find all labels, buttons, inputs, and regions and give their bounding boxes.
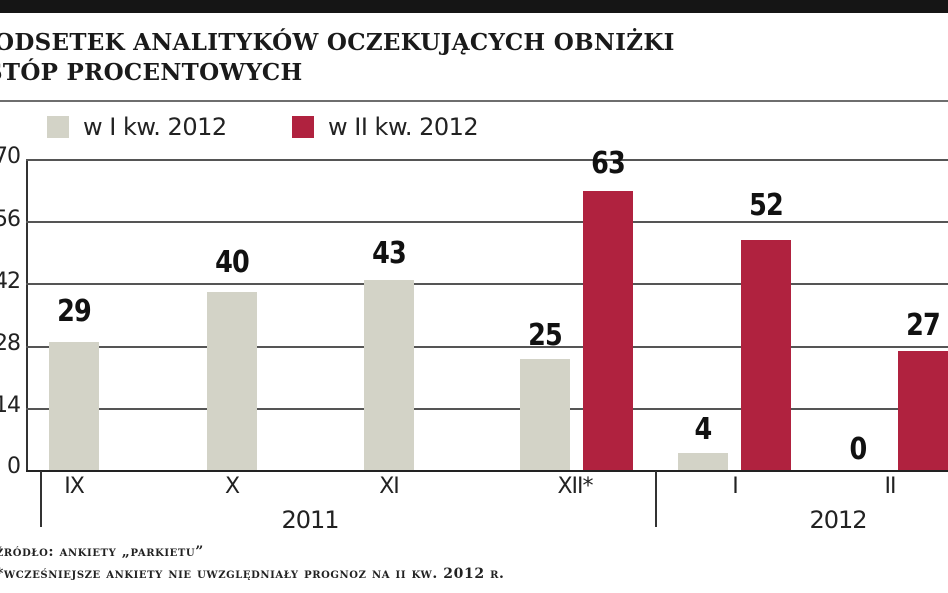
chart-title: Odsetek analityków oczekujących obniżki … bbox=[0, 28, 948, 88]
bar-label-xii-q1: 25 bbox=[528, 318, 563, 353]
y-axis-line bbox=[26, 159, 28, 471]
y-tick: 70 bbox=[0, 144, 21, 169]
x-tick-ii: II bbox=[884, 474, 897, 499]
x-tick-x: X bbox=[224, 474, 240, 499]
gridline-70 bbox=[26, 159, 948, 161]
bar-label-ix-q1: 29 bbox=[57, 294, 92, 329]
chart-title-line1: Odsetek analityków oczekujących obniżki bbox=[0, 29, 675, 56]
group-label-2011: 2011 bbox=[281, 506, 339, 534]
legend-swatch-q2 bbox=[292, 116, 314, 138]
chart-title-line2: stóp procentowych bbox=[0, 59, 303, 86]
x-tick-xii: XII* bbox=[557, 474, 593, 499]
gridline-14 bbox=[26, 408, 948, 410]
bar-label-ii-q1: 0 bbox=[849, 432, 868, 467]
legend-label-q2: w II kw. 2012 bbox=[328, 113, 479, 141]
legend-swatch-q1 bbox=[47, 116, 69, 138]
bar-ix-q1 bbox=[49, 342, 99, 471]
y-tick: 56 bbox=[0, 207, 21, 232]
gridline-28 bbox=[26, 346, 948, 348]
title-divider bbox=[0, 100, 948, 102]
x-tick-ix: IX bbox=[64, 474, 85, 499]
bar-i-q2 bbox=[741, 240, 791, 471]
y-tick: 0 bbox=[7, 454, 21, 479]
bar-label-i-q1: 4 bbox=[694, 412, 713, 447]
legend-label-q1: w I kw. 2012 bbox=[83, 113, 227, 141]
bar-xii-q2 bbox=[583, 191, 633, 471]
group-label-2012: 2012 bbox=[809, 506, 867, 534]
bar-xii-q1 bbox=[520, 359, 570, 471]
bar-label-i-q2: 52 bbox=[749, 188, 784, 223]
x-tick-xi: XI bbox=[379, 474, 400, 499]
bar-ii-q2 bbox=[898, 351, 948, 471]
bar-i-q1 bbox=[678, 453, 728, 471]
group-separator-mid bbox=[655, 471, 657, 527]
y-tick: 42 bbox=[0, 269, 21, 294]
bar-label-ii-q2: 27 bbox=[906, 308, 941, 343]
group-separator-left bbox=[40, 471, 42, 527]
bar-x-q1 bbox=[207, 292, 257, 471]
legend-item-q1: w I kw. 2012 bbox=[47, 112, 227, 142]
source-note: Źródło: ankiety „Parkietu” bbox=[0, 544, 204, 560]
footnote: *wcześniejsze ankiety nie uwzględniały p… bbox=[0, 566, 505, 582]
y-tick: 14 bbox=[0, 393, 21, 418]
bar-label-x-q1: 40 bbox=[215, 245, 250, 280]
x-axis-line bbox=[26, 470, 948, 472]
bar-label-xii-q2: 63 bbox=[591, 146, 626, 181]
bar-xi-q1 bbox=[364, 280, 414, 471]
y-tick: 28 bbox=[0, 331, 21, 356]
top-bar bbox=[0, 0, 948, 13]
bar-label-xi-q1: 43 bbox=[372, 236, 407, 271]
x-tick-i: I bbox=[732, 474, 739, 499]
gridline-42 bbox=[26, 283, 948, 285]
gridline-56 bbox=[26, 221, 948, 223]
legend-item-q2: w II kw. 2012 bbox=[292, 112, 479, 142]
